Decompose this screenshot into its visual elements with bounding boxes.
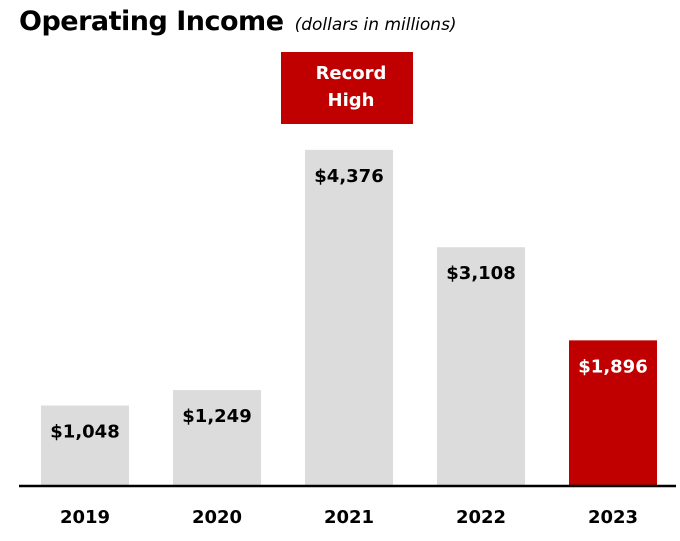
chart-subtitle: (dollars in millions) — [294, 15, 457, 35]
value-label-2020: $1,249 — [182, 406, 251, 427]
value-label-2019: $1,048 — [50, 421, 119, 442]
chart-title: Operating Income — [19, 6, 284, 37]
record-high-badge-box — [281, 52, 413, 124]
value-label-2021: $4,376 — [314, 166, 383, 187]
chart-title-row: Operating Income (dollars in millions) — [19, 6, 457, 37]
record-high-badge: Record High — [281, 52, 413, 124]
bar-group-2023: $1,896 2023 — [569, 340, 657, 528]
x-tick-label-2021: 2021 — [324, 507, 374, 528]
bar-group-2019: $1,048 2019 — [41, 405, 129, 528]
bar-2020 — [173, 390, 261, 486]
bar-2023 — [569, 340, 657, 486]
x-tick-label-2023: 2023 — [588, 507, 638, 528]
bar-2019 — [41, 405, 129, 486]
x-tick-label-2022: 2022 — [456, 507, 506, 528]
bar-group-2021: $4,376 2021 — [305, 149, 393, 528]
value-label-2023: $1,896 — [578, 356, 647, 377]
bar-2021 — [305, 149, 393, 487]
record-high-badge-line-2: High — [328, 90, 375, 111]
bar-2022 — [437, 247, 525, 486]
bar-group-2022: $3,108 2022 — [437, 247, 525, 528]
value-label-2022: $3,108 — [446, 263, 515, 284]
x-tick-label-2019: 2019 — [60, 507, 110, 528]
record-high-badge-line-1: Record — [316, 63, 387, 84]
bar-group-2020: $1,249 2020 — [173, 390, 261, 528]
x-tick-label-2020: 2020 — [192, 507, 242, 528]
